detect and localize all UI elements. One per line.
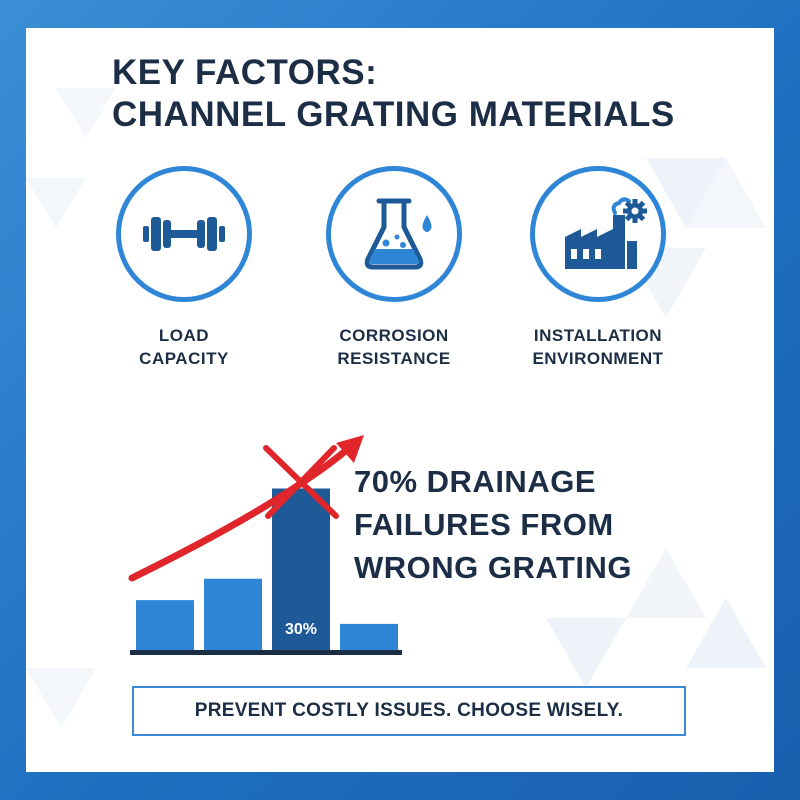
dumbbell-icon bbox=[143, 217, 225, 251]
title-line-1: KEY FACTORS: bbox=[112, 53, 378, 92]
factor-label-line-2: CAPACITY bbox=[139, 349, 229, 368]
statistic-headline: 70% DRAINAGE FAILURES FROM WRONG GRATING bbox=[354, 460, 632, 589]
flask-icon bbox=[364, 198, 432, 270]
infographic-card: KEY FACTORS: CHANNEL GRATING MATERIALS L… bbox=[26, 28, 774, 772]
factor-label-corrosion-resistance: CORROSION RESISTANCE bbox=[294, 324, 494, 370]
factor-label-load-capacity: LOAD CAPACITY bbox=[84, 324, 284, 370]
load-capacity-icon-circle bbox=[116, 166, 252, 302]
call-to-action-banner: PREVENT COSTLY ISSUES. CHOOSE WISELY. bbox=[132, 686, 686, 736]
x-mark-icon bbox=[263, 445, 339, 519]
stat-line-3: WRONG GRATING bbox=[354, 550, 633, 585]
factor-label-line-1: INSTALLATION bbox=[533, 326, 663, 345]
title-line-2: CHANNEL GRATING MATERIALS bbox=[112, 95, 675, 134]
factor-label-line-1: LOAD bbox=[158, 326, 210, 345]
chart-baseline bbox=[130, 650, 402, 655]
chart-bar bbox=[204, 578, 262, 650]
installation-environment-icon-circle bbox=[530, 166, 666, 302]
stat-line-1: 70% DRAINAGE bbox=[354, 464, 596, 499]
factor-label-line-2: ENVIRONMENT bbox=[532, 349, 664, 368]
page-title: KEY FACTORS: CHANNEL GRATING MATERIALS bbox=[112, 52, 675, 136]
chart-bar bbox=[272, 488, 330, 650]
factor-label-line-1: CORROSION bbox=[339, 326, 449, 345]
chart-data-label: 30% bbox=[285, 621, 317, 638]
gear-icon bbox=[623, 199, 647, 223]
stat-line-2: FAILURES FROM bbox=[354, 507, 614, 542]
chart-bar bbox=[340, 623, 398, 650]
corrosion-resistance-icon-circle bbox=[326, 166, 462, 302]
factory-icon bbox=[565, 197, 647, 269]
factor-label-line-2: RESISTANCE bbox=[337, 349, 451, 368]
trend-arrow-head bbox=[336, 435, 364, 463]
bar-chart: 30% bbox=[128, 435, 402, 655]
chart-bar bbox=[136, 600, 194, 650]
factor-label-installation-environment: INSTALLATION ENVIRONMENT bbox=[498, 324, 698, 370]
